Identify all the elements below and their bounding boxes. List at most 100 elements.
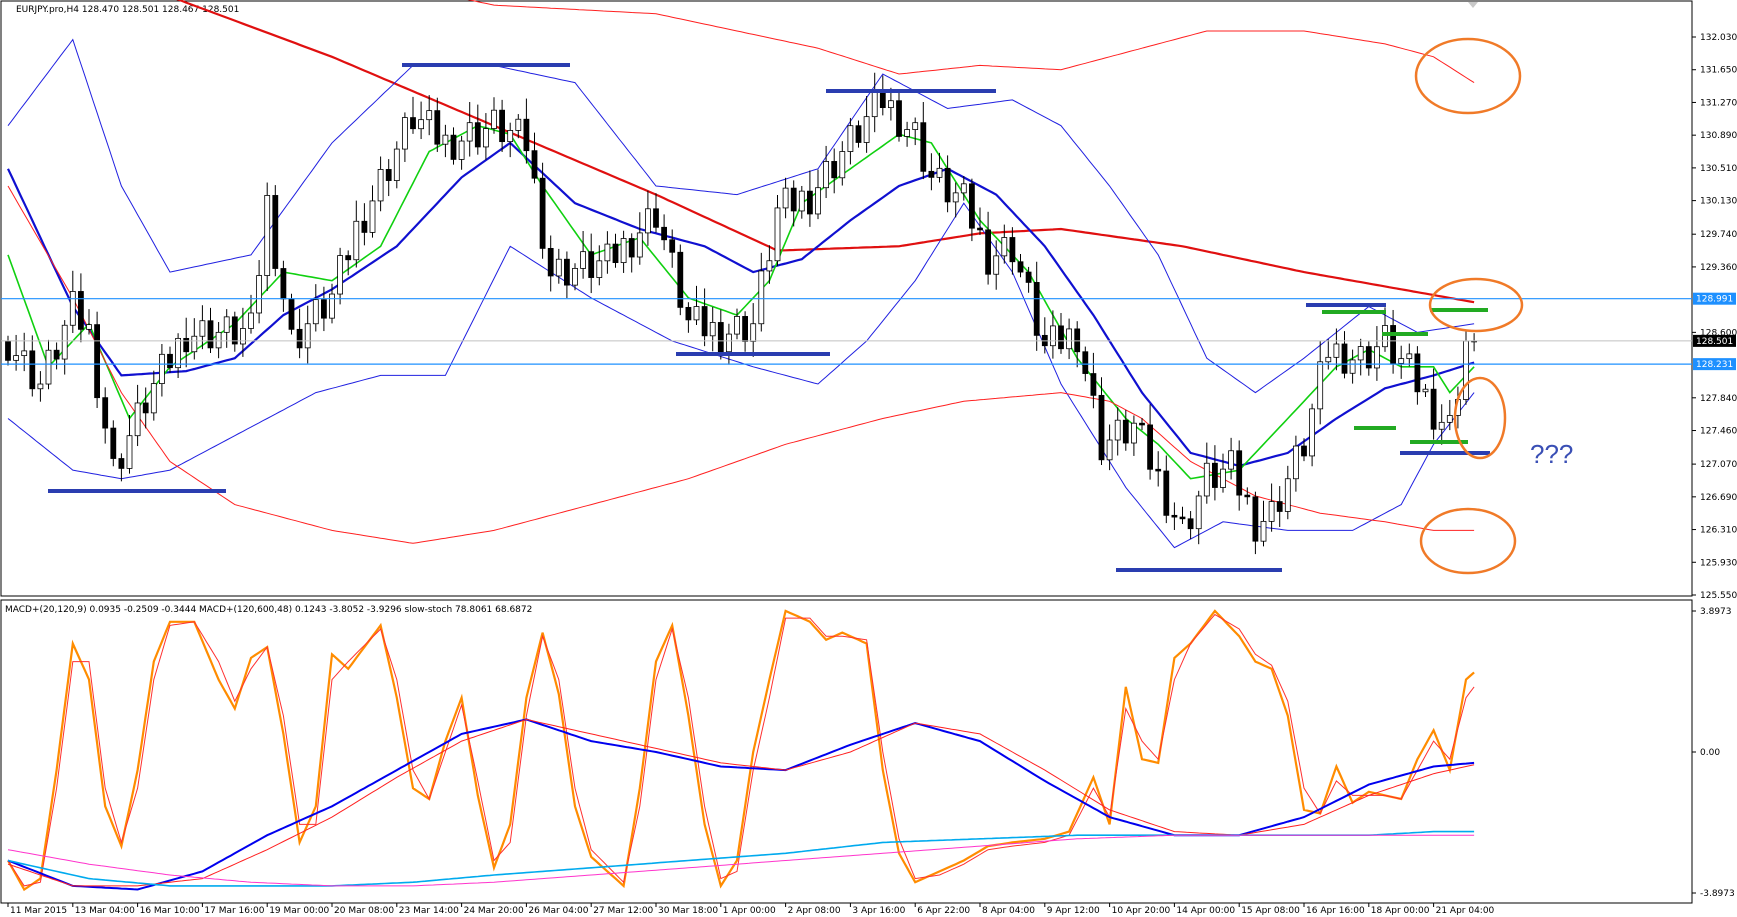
candle-body [239, 328, 246, 345]
candle-body [393, 148, 400, 181]
time-tick-label: 20 Mar 08:00 [334, 906, 394, 916]
candle-body [1430, 388, 1437, 430]
candle-body [1365, 346, 1372, 369]
horizontal-lines [1, 298, 1692, 365]
candle-body [1163, 470, 1170, 516]
candle-body [199, 320, 206, 337]
candle-body [863, 116, 870, 143]
candle-body [94, 324, 100, 399]
indicator-tick-label: 3.8973 [1700, 607, 1732, 617]
price-tick-label: 129.740 [1700, 230, 1737, 240]
candle-body [1212, 462, 1218, 488]
price-line-sma-red-thick [176, 0, 1475, 304]
candle-body [685, 306, 692, 321]
time-tick-label: 24 Mar 20:00 [464, 906, 524, 916]
price-tick-label: 126.310 [1700, 526, 1737, 536]
candle-body [329, 293, 335, 319]
candle-body [183, 337, 190, 353]
candle-body [264, 195, 271, 276]
price-line-bb-red-lower [7, 185, 1475, 544]
candle-body [580, 251, 586, 269]
candle-body [1106, 439, 1113, 461]
candle-body [207, 320, 214, 349]
candle-body [150, 383, 157, 414]
candle-body [78, 291, 84, 330]
candle-body [1374, 346, 1380, 369]
price-header: EURJPY.pro,H4 128.470 128.501 128.467 12… [16, 5, 239, 15]
candle-body [369, 200, 376, 233]
candle-body [1260, 520, 1267, 542]
candle-body [345, 255, 352, 261]
candle-body [353, 220, 360, 261]
candle-body [442, 134, 449, 145]
price-tag-label: 128.991 [1696, 295, 1733, 305]
time-tick-label: 30 Mar 18:00 [658, 906, 718, 916]
candle-body [782, 187, 789, 209]
candle-body [1082, 351, 1089, 374]
candle-body [790, 187, 797, 212]
candle-body [142, 402, 149, 414]
indicator-line-stoch-signal [7, 613, 1475, 887]
candle-body [1382, 325, 1388, 348]
candle-body [628, 238, 635, 258]
candle-body [1195, 495, 1202, 530]
candle-body [134, 402, 141, 437]
time-x-axis: 11 Mar 2015 13 Mar 04:00 16 Mar 10:00 17 Ma… [7, 903, 1495, 916]
candle-body [1017, 261, 1024, 273]
price-tick-label: 125.550 [1700, 591, 1737, 601]
time-tick-label: 6 Apr 22:00 [917, 906, 970, 916]
candle-body [1309, 408, 1315, 457]
candle-body [855, 125, 862, 143]
price-tick-label: 132.030 [1700, 33, 1737, 43]
candle-body [126, 435, 133, 469]
price-tick-label: 127.070 [1700, 460, 1737, 470]
candle-body [1001, 237, 1008, 257]
circle-upper-band [1414, 37, 1522, 115]
candle-body [653, 208, 659, 228]
candle-body [1131, 422, 1137, 444]
candle-body [450, 134, 457, 160]
candle-body [401, 117, 408, 150]
candle-body [1155, 468, 1162, 472]
question-marks: ??? [1530, 439, 1573, 469]
candle-body [491, 109, 497, 129]
candle-body [539, 177, 546, 249]
candle-body [620, 238, 627, 264]
price-tick-label: 127.460 [1700, 427, 1737, 437]
candle-body [750, 323, 757, 342]
candle-body [29, 350, 36, 390]
time-tick-label: 19 Mar 00:00 [269, 906, 329, 916]
time-tick-label: 9 Apr 12:00 [1047, 906, 1100, 916]
candle-body [118, 458, 125, 469]
candle-body [774, 207, 781, 262]
candle-body [296, 328, 303, 349]
candle-body [223, 316, 230, 333]
candle-body [904, 129, 910, 137]
candle-body [1098, 394, 1105, 461]
candle-body [426, 110, 433, 121]
price-y-axis: 132.030 131.650 131.270 130.890 130.510 130.1… [1692, 33, 1737, 601]
price-line-bb-blue-upper [7, 38, 1475, 394]
candle-body [871, 90, 878, 118]
candle-body [993, 255, 1000, 275]
candle-body [466, 122, 473, 142]
candle-body [815, 187, 821, 215]
price-tag-box [1693, 292, 1736, 305]
candle-body [531, 150, 538, 179]
time-tick-label: 18 Apr 00:00 [1371, 906, 1430, 916]
candle-body [191, 335, 198, 353]
candle-body [474, 122, 481, 148]
price-tick-label: 128.600 [1700, 328, 1737, 338]
candle-body [482, 128, 489, 148]
candle-body [1414, 353, 1421, 393]
candle-body [677, 251, 684, 308]
time-tick-label: 27 Mar 12:00 [593, 906, 653, 916]
candle-body [717, 322, 724, 353]
candle-body [839, 151, 846, 179]
time-tick-label: 26 Mar 04:00 [528, 906, 588, 916]
candle-body [920, 122, 927, 172]
candle-body [1341, 343, 1348, 374]
candle-body [1074, 328, 1081, 353]
candle-body [1058, 325, 1064, 350]
